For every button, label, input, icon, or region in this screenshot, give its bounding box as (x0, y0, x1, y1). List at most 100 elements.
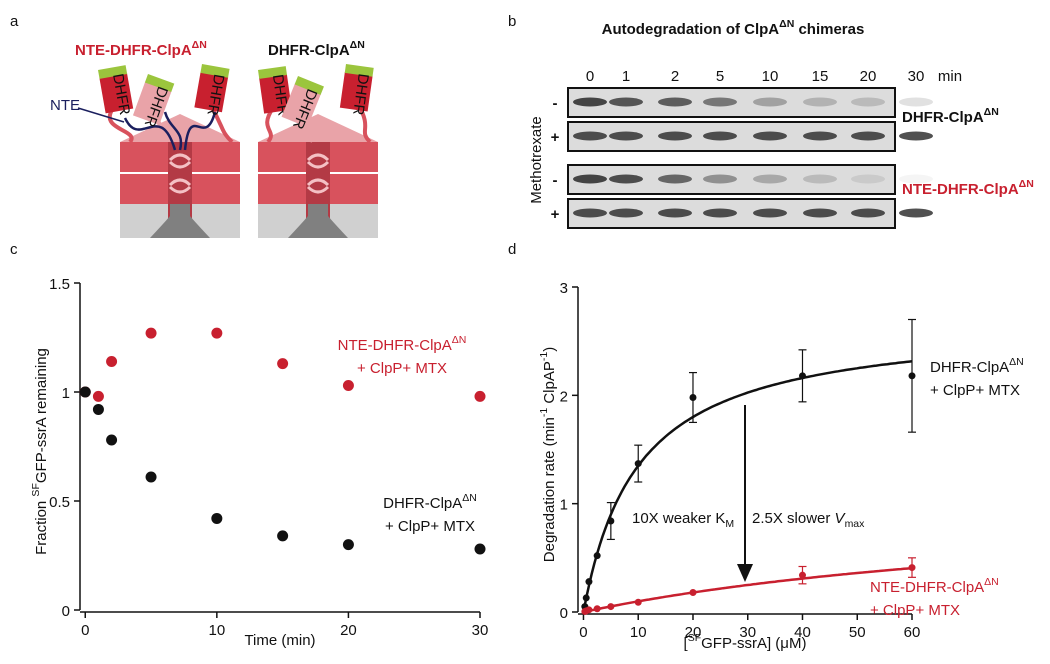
y-tick-label: 0 (560, 605, 568, 622)
data-point (211, 327, 223, 339)
dhfr-body (99, 73, 134, 114)
text-part: + ClpP+ MTX (385, 518, 475, 535)
construct-label: NTE-DHFR-ClpAΔN (902, 178, 1034, 198)
text-part: Autodegradation of ClpA (602, 21, 780, 38)
gel-band (573, 97, 607, 107)
gel-band (803, 97, 837, 107)
lane-label: 2 (671, 68, 679, 85)
construct-title: DHFR-ClpAΔN (268, 39, 365, 59)
series-label: + ClpP+ MTX (930, 382, 1020, 399)
dhfr-label: DHFR (349, 72, 372, 116)
text-part: 10X weaker K (632, 510, 725, 527)
annotation: 2.5X slower Vmax (752, 510, 865, 530)
text-part: M (725, 518, 734, 530)
dhfr-block: DHFR (339, 64, 374, 116)
y-tick-label: 3 (560, 280, 568, 297)
gel-band (803, 131, 837, 141)
lane-label: 5 (716, 68, 724, 85)
data-point (634, 598, 642, 606)
y-tick-label: 1.5 (49, 276, 70, 293)
text-part: 2.5X slower (752, 510, 835, 527)
x-tick-label: 20 (340, 622, 357, 639)
gel-band (851, 208, 885, 218)
x-tick-label: 0 (81, 622, 89, 639)
text-part: DHFR-ClpA (902, 109, 984, 126)
gel-band (899, 131, 933, 141)
gel-band (703, 174, 737, 184)
gel-band (609, 131, 643, 141)
text-part: chimeras (794, 21, 864, 38)
y-tick-label: 0 (62, 603, 70, 620)
panel-label: c (10, 241, 18, 258)
data-point (92, 403, 104, 415)
text-part: ΔN (462, 492, 477, 504)
text-part: GFP-ssrA] (μM) (701, 635, 806, 652)
x-tick-label: 20 (685, 624, 702, 641)
construct-label: DHFR-ClpAΔN (902, 106, 999, 126)
gel-band (573, 174, 607, 184)
text-part: ΔN (779, 18, 794, 30)
x-axis-label: Time (min) (244, 632, 315, 649)
gel-band (899, 174, 933, 184)
data-point (585, 578, 593, 586)
gel-band (658, 131, 692, 141)
x-tick-label: 40 (794, 624, 811, 641)
data-point (277, 530, 289, 542)
lane-label: 0 (586, 68, 594, 85)
text-part: -1 (538, 408, 550, 417)
gel-title: Autodegradation of ClpAΔN chimeras (602, 18, 865, 38)
dhfr-top (294, 76, 324, 95)
data-point (106, 434, 118, 446)
data-point (908, 564, 916, 572)
data-point (211, 512, 223, 524)
dhfr-body (281, 83, 321, 128)
text-part: Time (min) (244, 632, 315, 649)
gel-band (803, 208, 837, 218)
text-part: ΔN (1019, 178, 1034, 190)
data-point (908, 372, 916, 380)
gel-band (851, 97, 885, 107)
series-label: + ClpP+ MTX (870, 602, 960, 619)
lane-label: 20 (860, 68, 877, 85)
dhfr-top (144, 74, 175, 93)
clpa-diagram (77, 103, 378, 238)
data-point (106, 355, 118, 367)
data-point (593, 605, 601, 613)
y-tick-label: 0.5 (49, 494, 70, 511)
text-part: ΔN (350, 39, 365, 51)
text-part: -1 (538, 352, 550, 361)
data-point (585, 606, 593, 614)
text-part: [ (684, 635, 689, 652)
x-tick-label: 60 (904, 624, 921, 641)
lane-label: 10 (762, 68, 779, 85)
data-point (92, 390, 104, 402)
dhfr-body (194, 71, 229, 113)
y-tick-label: 1 (62, 385, 70, 402)
data-point (474, 390, 486, 402)
series-label: NTE-DHFR-ClpAΔN (338, 334, 467, 354)
gel-band (753, 174, 787, 184)
data-point (634, 460, 642, 468)
sign: + (551, 206, 560, 223)
text-part: ΔN (452, 334, 467, 346)
x-tick-label: 30 (472, 622, 489, 639)
gel-band (899, 208, 933, 218)
data-point (689, 589, 697, 596)
data-point (607, 603, 615, 611)
gel-band (609, 97, 643, 107)
text-part: + ClpP+ MTX (930, 382, 1020, 399)
text-part: V (835, 510, 847, 527)
gel-band (573, 131, 607, 141)
text-part: DHFR-ClpA (383, 495, 462, 512)
text-part: GFP-ssrA remaining (33, 348, 50, 483)
gel-band (609, 208, 643, 218)
dhfr-body (339, 71, 373, 112)
text-part: + ClpP+ MTX (357, 360, 447, 377)
dhfr-top (200, 64, 230, 78)
sign: - (553, 95, 558, 112)
panel-label: b (508, 13, 516, 30)
gel-band (753, 208, 787, 218)
data-point (474, 543, 486, 555)
dhfr-block: DHFR (194, 64, 230, 117)
